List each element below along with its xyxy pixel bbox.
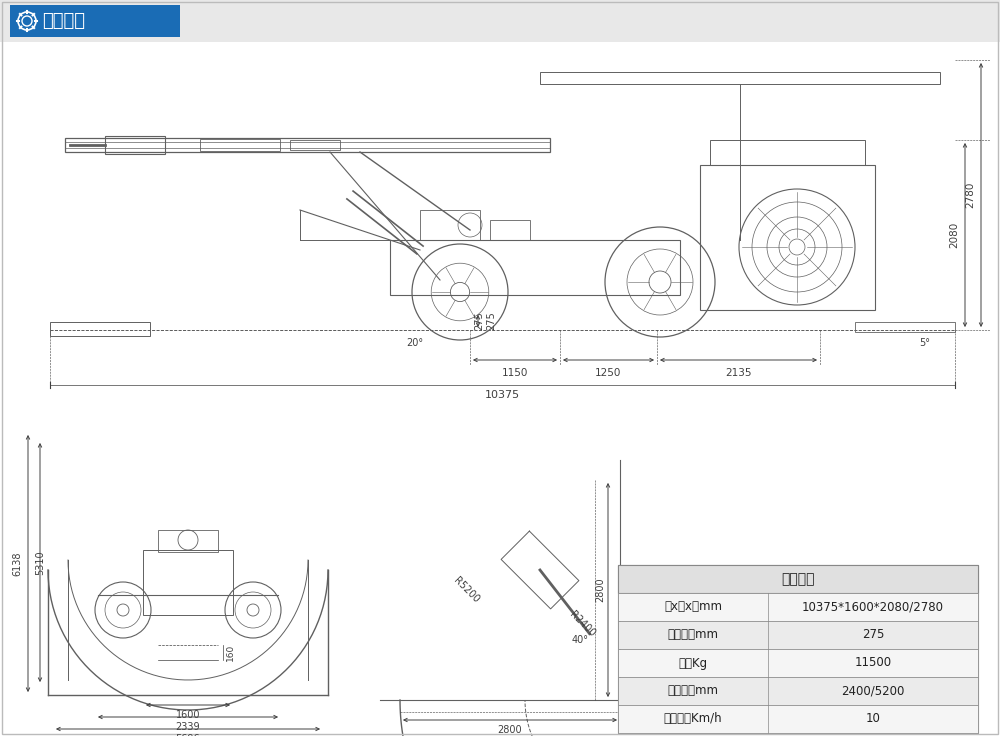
Text: 5696: 5696 bbox=[176, 734, 200, 736]
Text: 长x宽x高mm: 长x宽x高mm bbox=[664, 601, 722, 614]
Text: 11500: 11500 bbox=[854, 657, 892, 670]
Text: 行走速度Km/h: 行走速度Km/h bbox=[664, 712, 722, 726]
Bar bbox=[50, 322, 150, 336]
Bar bbox=[618, 677, 978, 705]
Bar bbox=[420, 210, 480, 240]
Text: 5310: 5310 bbox=[35, 551, 45, 575]
Bar bbox=[10, 5, 180, 37]
Text: 2080: 2080 bbox=[949, 222, 959, 248]
Text: 20°: 20° bbox=[406, 338, 424, 348]
Bar bbox=[0, 0, 1000, 42]
Bar bbox=[618, 565, 978, 733]
Text: R2400: R2400 bbox=[567, 609, 597, 639]
Bar bbox=[390, 240, 680, 295]
Bar bbox=[618, 593, 978, 621]
Bar bbox=[143, 550, 233, 615]
Text: 275: 275 bbox=[486, 311, 496, 330]
Bar bbox=[158, 530, 218, 552]
Text: 2800: 2800 bbox=[498, 725, 522, 735]
Text: 10375*1600*2080/2780: 10375*1600*2080/2780 bbox=[802, 601, 944, 614]
Bar bbox=[855, 322, 955, 332]
Bar bbox=[700, 165, 875, 310]
Bar bbox=[618, 621, 978, 649]
Text: 1150: 1150 bbox=[502, 368, 528, 378]
Bar bbox=[618, 649, 978, 677]
Text: 275: 275 bbox=[474, 311, 484, 330]
Text: 160: 160 bbox=[226, 644, 235, 661]
Text: R5200: R5200 bbox=[451, 576, 481, 605]
Bar bbox=[490, 220, 530, 240]
Text: 10375: 10375 bbox=[485, 390, 520, 400]
Text: 转弯半径mm: 转弯半径mm bbox=[668, 684, 718, 698]
Text: 总重Kg: 总重Kg bbox=[678, 657, 708, 670]
Text: 10: 10 bbox=[866, 712, 880, 726]
Text: 1600: 1600 bbox=[176, 710, 200, 720]
Bar bbox=[65, 138, 550, 152]
Bar bbox=[200, 139, 280, 151]
Text: 1250: 1250 bbox=[595, 368, 622, 378]
Text: 设备视图: 设备视图 bbox=[42, 12, 85, 30]
Text: 2339: 2339 bbox=[176, 722, 200, 732]
Bar bbox=[618, 705, 978, 733]
Bar bbox=[618, 565, 978, 593]
Text: 5°: 5° bbox=[920, 338, 930, 348]
Text: 40°: 40° bbox=[572, 635, 588, 645]
Text: 275: 275 bbox=[862, 629, 884, 642]
Text: 6138: 6138 bbox=[12, 551, 22, 576]
Bar bbox=[105, 136, 165, 154]
Text: 2800: 2800 bbox=[595, 578, 605, 602]
Bar bbox=[290, 140, 340, 150]
Bar bbox=[710, 140, 865, 165]
Text: 离地间隙mm: 离地间隙mm bbox=[668, 629, 718, 642]
Text: 2780: 2780 bbox=[965, 182, 975, 208]
Text: 2400/5200: 2400/5200 bbox=[841, 684, 905, 698]
Text: 外形尺寸: 外形尺寸 bbox=[781, 572, 815, 586]
Text: 2135: 2135 bbox=[725, 368, 752, 378]
Bar bbox=[540, 72, 940, 84]
